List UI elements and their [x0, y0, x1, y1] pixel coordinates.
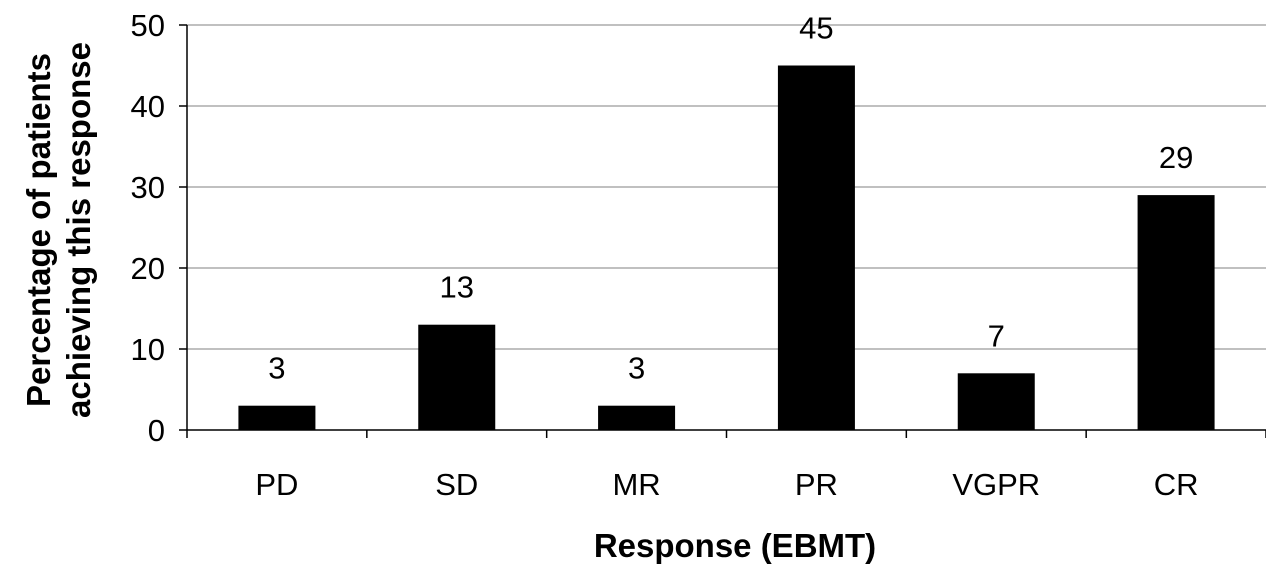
data-label: 3: [628, 351, 645, 386]
x-tick-label: PR: [795, 467, 838, 502]
data-labels: 3 13 3 45 7 29: [268, 11, 1193, 386]
y-axis-title-line-1: Percentage of patients: [20, 53, 57, 407]
x-tick-label: MR: [612, 467, 660, 502]
axes: [186, 25, 1266, 431]
data-label: 7: [988, 318, 1005, 353]
x-tick-label: SD: [435, 467, 478, 502]
data-label: 13: [440, 270, 474, 305]
y-tick-label: 30: [131, 170, 165, 205]
data-label: 3: [268, 351, 285, 386]
x-axis-title: Response (EBMT): [594, 527, 876, 564]
bar-mr: [598, 405, 676, 430]
y-tick-label: 20: [131, 251, 165, 286]
gridlines: [187, 24, 1266, 350]
y-ticks: 0 10 20 30 40 50: [131, 8, 187, 448]
bar-sd: [418, 324, 496, 430]
bars: [238, 65, 1215, 430]
bar-pr: [777, 65, 855, 430]
bar-vgpr: [957, 373, 1035, 430]
y-tick-label: 40: [131, 89, 165, 124]
y-tick-label: 10: [131, 332, 165, 367]
data-label: 45: [799, 11, 833, 46]
y-axis-title: Percentage of patients achieving this re…: [20, 42, 97, 418]
bar-cr: [1137, 195, 1215, 430]
bar-pd: [238, 405, 316, 430]
x-tick-label: CR: [1154, 467, 1199, 502]
y-tick-label: 50: [131, 8, 165, 43]
x-tick-label: VGPR: [952, 467, 1040, 502]
data-label: 29: [1159, 140, 1193, 175]
y-axis-title-line-2: achieving this response: [60, 42, 97, 418]
x-tick-label: PD: [255, 467, 298, 502]
y-tick-label: 0: [148, 413, 165, 448]
x-ticks: PD SD MR PR VGPR CR: [186, 430, 1266, 502]
